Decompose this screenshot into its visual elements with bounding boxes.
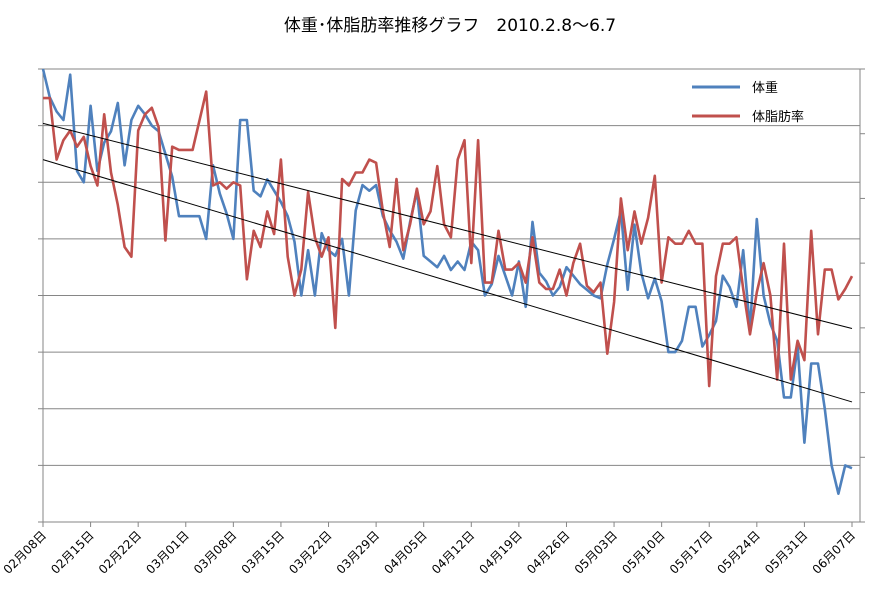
x-tick-label: 03月22日 — [286, 528, 334, 576]
chart-title: 体重･体脂肪率推移グラフ 2010.2.8～6.7 — [284, 16, 616, 36]
x-tick-label: 03月29日 — [334, 528, 382, 576]
x-tick-label: 05月10日 — [619, 528, 667, 576]
trend-line — [42, 122, 853, 329]
x-tick-label: 03月15日 — [239, 528, 287, 576]
x-tick-label: 02月15日 — [48, 528, 96, 576]
x-tick-label: 05月17日 — [667, 528, 715, 576]
x-tick-label: 05月03日 — [572, 528, 620, 576]
x-tick-label: 06月07日 — [810, 528, 858, 576]
x-tick-label: 04月05日 — [381, 528, 429, 576]
x-tick-label: 05月24日 — [714, 528, 762, 576]
x-tick-label: 02月22日 — [96, 528, 144, 576]
x-tick-label: 03月01日 — [143, 528, 191, 576]
x-tick-label: 02月08日 — [1, 528, 49, 576]
x-tick-label: 03月08日 — [191, 528, 239, 576]
legend-label: 体重 — [752, 80, 778, 96]
series-line — [43, 90, 854, 388]
x-tick-label: 04月12日 — [429, 528, 477, 576]
trend-line — [42, 159, 853, 403]
legend-label: 体脂肪率 — [752, 109, 804, 125]
series-line — [41, 68, 853, 496]
x-tick-label: 04月26日 — [524, 528, 572, 576]
x-tick-label: 05月31日 — [762, 528, 810, 576]
x-tick-label: 04月19日 — [477, 528, 525, 576]
